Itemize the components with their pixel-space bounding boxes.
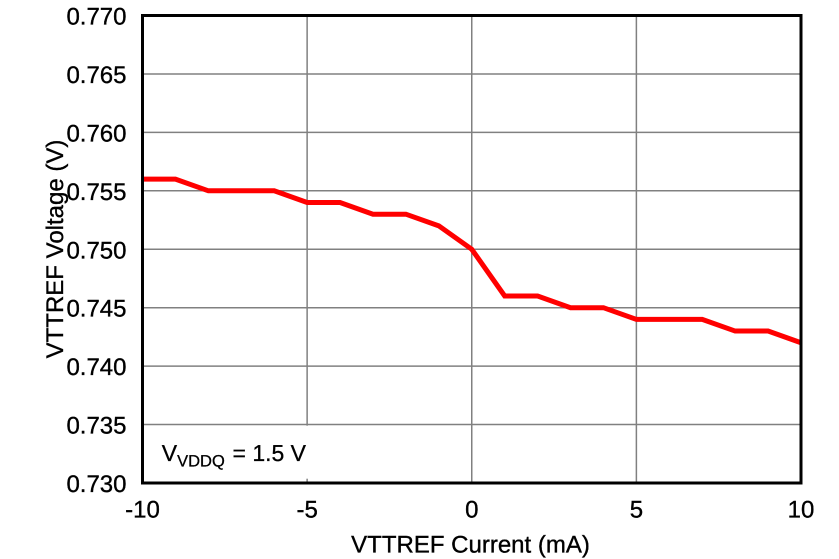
svg-text:0.730: 0.730 bbox=[66, 471, 126, 498]
svg-text:0.760: 0.760 bbox=[66, 120, 126, 147]
svg-text:VTTREF Current (mA): VTTREF Current (mA) bbox=[351, 532, 590, 559]
svg-text:10: 10 bbox=[788, 497, 815, 524]
svg-text:0.765: 0.765 bbox=[66, 62, 126, 89]
svg-text:-5: -5 bbox=[296, 497, 317, 524]
svg-text:0.740: 0.740 bbox=[66, 354, 126, 381]
svg-text:0.750: 0.750 bbox=[66, 237, 126, 264]
svg-text:0.755: 0.755 bbox=[66, 179, 126, 206]
svg-text:VTTREF Voltage (V): VTTREF Voltage (V) bbox=[42, 140, 69, 359]
svg-text:0: 0 bbox=[465, 497, 478, 524]
svg-text:0.745: 0.745 bbox=[66, 296, 126, 323]
svg-text:0.770: 0.770 bbox=[66, 4, 126, 31]
svg-text:-10: -10 bbox=[125, 497, 160, 524]
svg-text:0.735: 0.735 bbox=[66, 413, 126, 440]
svg-text:5: 5 bbox=[630, 497, 643, 524]
